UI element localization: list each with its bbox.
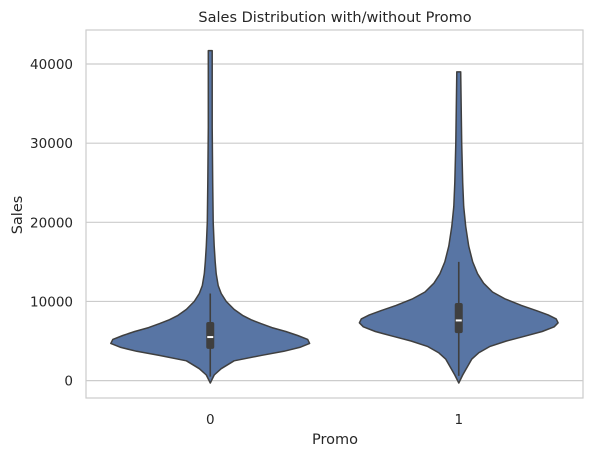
violin-iqr-box-1 (454, 303, 463, 334)
y-tick-labels: 0 10000 20000 30000 40000 (30, 57, 73, 390)
y-tick-label: 10000 (30, 294, 73, 310)
y-axis-label: Sales (10, 196, 26, 235)
y-tick-label: 20000 (30, 215, 73, 231)
violins (110, 49, 559, 384)
plot-frame (85, 29, 584, 399)
y-tick-label: 30000 (30, 136, 73, 152)
y-tick-label: 40000 (30, 57, 73, 73)
violin-body-1 (358, 71, 559, 384)
x-axis-label: Promo (312, 432, 358, 448)
violin-body-0 (110, 49, 311, 384)
chart-title: Sales Distribution with/without Promo (198, 10, 471, 26)
y-tick-label: 0 (64, 374, 73, 390)
violin-iqr-box-0 (206, 322, 215, 349)
x-tick-label: 1 (454, 412, 463, 428)
x-tick-label: 0 (206, 412, 215, 428)
